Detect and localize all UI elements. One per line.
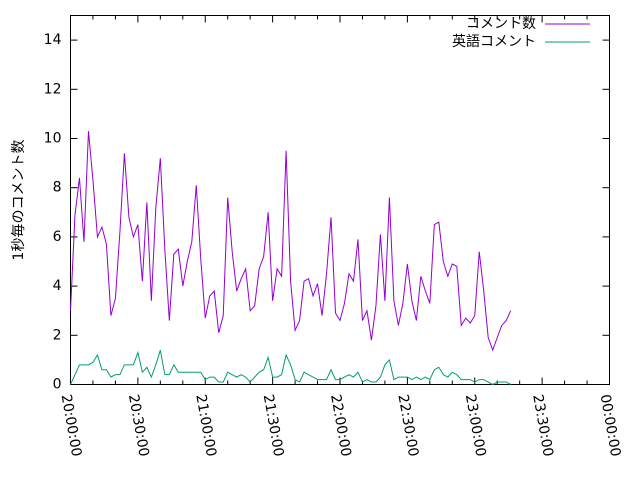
- y-axis-label: 1秒毎のコメント数: [11, 140, 27, 261]
- x-axis: 20:00:00 20:30:00 21:00:00 21:30:00 22:00:00…: [58, 15, 624, 458]
- y-tick-label: 6: [53, 229, 62, 245]
- x-tick-label: 21:30:00: [260, 393, 287, 458]
- x-tick-label: 21:00:00: [192, 393, 219, 458]
- series-group: [70, 131, 512, 386]
- x-tick-label: 20:00:00: [58, 393, 85, 458]
- series-line-2: [70, 349, 511, 386]
- series-line-1: [70, 131, 512, 352]
- y-tick-label: 4: [53, 278, 62, 294]
- legend-label-1: コメント数: [466, 16, 536, 32]
- x-tick-label: 23:00:00: [462, 393, 489, 458]
- x-tick-label: 22:30:00: [394, 393, 421, 458]
- y-tick-label: 8: [53, 180, 62, 196]
- x-tick-label: 23:30:00: [529, 393, 556, 458]
- x-tick-label: 00:00:00: [597, 393, 624, 458]
- y-tick-label: 2: [53, 327, 62, 343]
- x-tick-label: 20:30:00: [125, 393, 152, 458]
- x-tick-label: 22:00:00: [327, 393, 354, 458]
- y-tick-label: 10: [44, 131, 62, 147]
- y-tick-label: 12: [44, 81, 62, 97]
- legend-label-2: 英語コメント: [452, 33, 536, 50]
- y-tick-label: 0: [53, 377, 62, 393]
- y-tick-label: 14: [44, 32, 62, 48]
- y-axis: 0 2 4 6 8 10 12 14: [44, 32, 610, 393]
- plot-frame: [70, 15, 610, 385]
